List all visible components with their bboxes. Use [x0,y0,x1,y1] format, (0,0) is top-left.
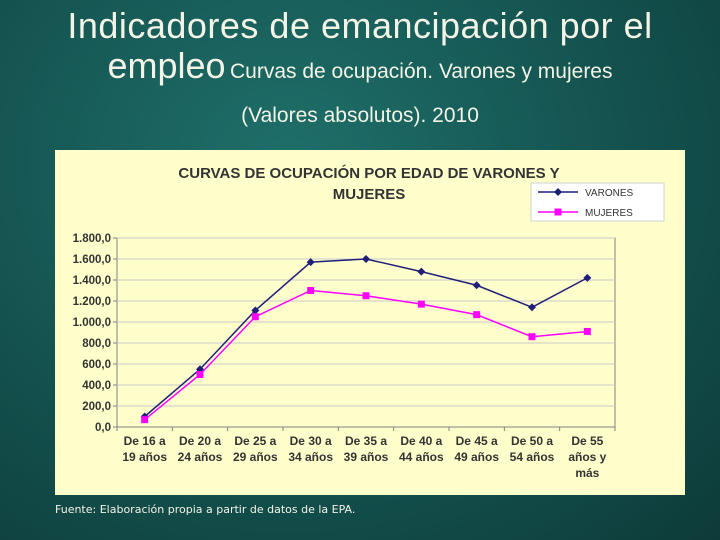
point-varones [472,281,481,290]
x-tick-label: De 25 a [234,434,276,448]
point-mujeres [528,333,536,341]
slide-title: Indicadores de emancipación por el emple… [0,6,720,85]
point-varones [417,267,426,276]
y-tick-label: 200,0 [82,401,111,413]
x-tick-label: 19 años [122,450,167,464]
x-tick-label: De 35 a [345,434,387,448]
occupation-line-chart: CURVAS DE OCUPACIÓN POR EDAD DE VARONES … [73,164,665,480]
point-varones [251,306,260,315]
y-tick-label: 400,0 [82,380,111,392]
source-note: Fuente: Elaboración propia a partir de d… [55,503,356,516]
point-mujeres [417,300,425,308]
title-line-1: Indicadores de emancipación por el [67,5,653,46]
x-tick-label: De 50 a [511,434,553,448]
legend-label-varones: VARONES [585,188,633,199]
x-tick-label: 44 años [399,450,444,464]
legend-label-mujeres: MUJERES [585,208,633,219]
subtitle-line-1: Curvas de ocupación. Varones y mujeres [230,59,613,83]
point-varones [583,273,592,282]
point-varones [306,258,315,267]
point-mujeres [473,311,481,319]
legend-marker-varones [554,188,562,196]
x-tick-label: 29 años [233,450,278,464]
point-mujeres [583,327,591,335]
x-tick-label: 54 años [510,450,555,464]
y-tick-label: 800,0 [82,338,111,350]
legend-box [530,182,665,222]
y-tick-label: 1.600,0 [73,254,111,266]
y-tick-label: 1.000,0 [73,317,111,329]
point-mujeres [362,292,370,300]
chart-title-line: CURVAS DE OCUPACIÓN POR EDAD DE VARONES … [178,164,559,182]
y-tick-label: 0,0 [95,422,111,434]
x-tick-label: 34 años [288,450,333,464]
plot-area [116,237,616,428]
x-tick-label: De 20 a [179,434,221,448]
y-tick-label: 1.200,0 [73,296,111,308]
point-varones [528,303,536,312]
chart-title-line: MUJERES [333,186,406,203]
x-tick-label: De 40 a [400,434,442,448]
title-line-2: empleo Curvas de ocupación. Varones y mu… [0,44,720,86]
x-tick-label: De 30 a [290,434,332,448]
y-tick-label: 600,0 [82,359,111,371]
x-tick-label: años y [568,450,606,464]
x-tick-label: 49 años [454,450,499,464]
x-tick-label: De 55 [571,434,603,448]
x-tick-label: más [575,466,599,480]
point-varones [362,255,370,263]
y-tick-label: 1.800,0 [73,233,111,245]
subtitle-line-2: (Valores absolutos). 2010 [241,104,479,127]
point-mujeres [141,416,149,424]
point-mujeres [251,313,259,321]
legend-marker-mujeres [554,208,562,216]
x-tick-label: De 16 a [124,434,166,448]
point-mujeres [196,371,204,378]
point-mujeres [307,287,315,294]
y-tick-label: 1.400,0 [73,275,111,287]
x-tick-label: 39 años [344,450,389,464]
chart-panel: CURVAS DE OCUPACIÓN POR EDAD DE VARONES … [55,150,685,495]
x-tick-label: 24 años [178,450,223,464]
x-tick-label: De 45 a [456,434,498,448]
title-word-empleo: empleo [107,44,226,86]
